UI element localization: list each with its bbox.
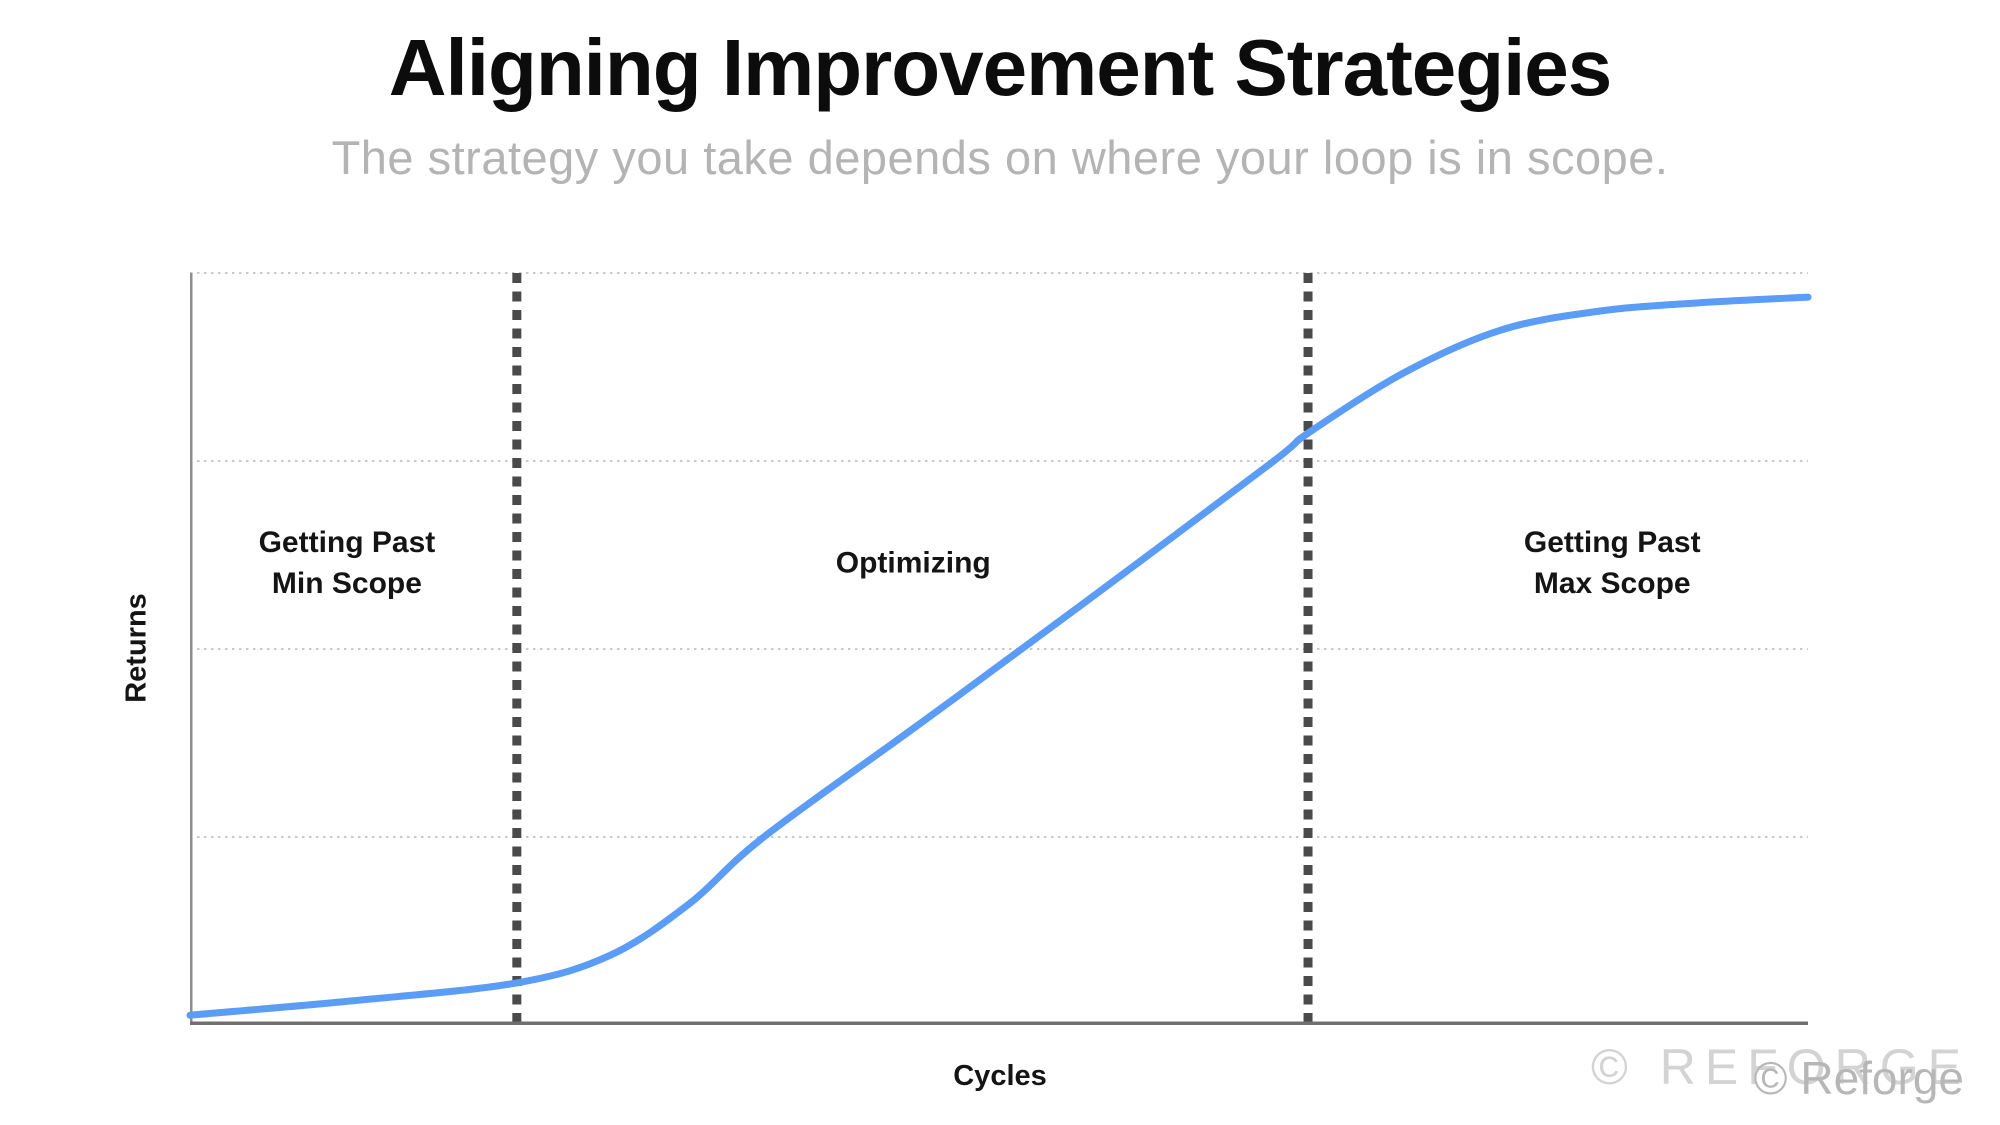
region-label-line: Max Scope — [1533, 567, 1691, 600]
x-axis-label: Cycles — [953, 1060, 1047, 1092]
watermark-reforge-spaced: © REFORGE — [1591, 1039, 1970, 1095]
region-label-line: Getting Past — [1523, 526, 1701, 559]
region-label-getting-past-max-scope: Getting Past Max Scope — [1524, 522, 1701, 604]
returns-curve — [186, 293, 1812, 1019]
watermark-reforge: © Reforge — [1753, 1052, 1964, 1104]
y-axis-label: Returns — [120, 593, 153, 703]
region-label-line: Min Scope — [271, 567, 422, 600]
chart-area: Getting Past Min Scope Optimizing Getting P… — [186, 272, 1812, 1025]
region-label-getting-past-min-scope: Getting Past Min Scope — [259, 522, 436, 604]
chart-svg — [186, 272, 1812, 1025]
chart-overlay: Getting Past Min Scope Optimizing Getting P… — [190, 273, 1808, 1025]
region-label-line: Getting Past — [258, 526, 436, 559]
region-label-line: Optimizing — [835, 546, 991, 580]
slide-title: Aligning Improvement Strategies — [388, 23, 1613, 112]
region-label-optimizing: Optimizing — [836, 543, 991, 584]
slide-subtitle: The strategy you take depends on where y… — [331, 131, 1669, 184]
